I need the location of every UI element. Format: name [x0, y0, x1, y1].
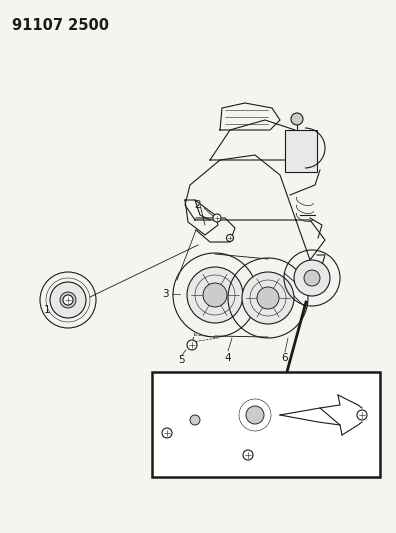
Bar	[152, 372, 380, 477]
Circle shape	[243, 450, 253, 460]
Circle shape	[60, 292, 76, 308]
Circle shape	[294, 260, 330, 296]
Text: 4: 4	[225, 353, 231, 363]
Circle shape	[187, 340, 197, 350]
Circle shape	[246, 406, 264, 424]
Text: 91107 2500: 91107 2500	[12, 18, 109, 33]
Circle shape	[291, 113, 303, 125]
Text: 11: 11	[368, 410, 382, 420]
Circle shape	[50, 282, 86, 318]
Text: 11: 11	[242, 462, 255, 472]
Text: 10: 10	[299, 440, 312, 450]
Circle shape	[190, 415, 200, 425]
Text: 3: 3	[162, 289, 168, 299]
Text: 9: 9	[241, 373, 248, 383]
Circle shape	[63, 295, 73, 305]
Text: 1: 1	[44, 305, 50, 315]
Circle shape	[203, 283, 227, 307]
Bar	[285, 130, 317, 172]
Circle shape	[304, 270, 320, 286]
Circle shape	[182, 407, 208, 433]
Circle shape	[257, 287, 279, 309]
Circle shape	[233, 393, 277, 437]
Circle shape	[213, 214, 221, 222]
Circle shape	[162, 428, 172, 438]
Text: 5: 5	[179, 355, 185, 365]
Text: 7: 7	[160, 443, 166, 453]
Text: 6: 6	[282, 353, 288, 363]
Circle shape	[227, 235, 234, 241]
Circle shape	[357, 410, 367, 420]
Text: 2: 2	[195, 200, 201, 210]
Circle shape	[187, 267, 243, 323]
Circle shape	[242, 272, 294, 324]
Text: 8: 8	[175, 410, 181, 420]
